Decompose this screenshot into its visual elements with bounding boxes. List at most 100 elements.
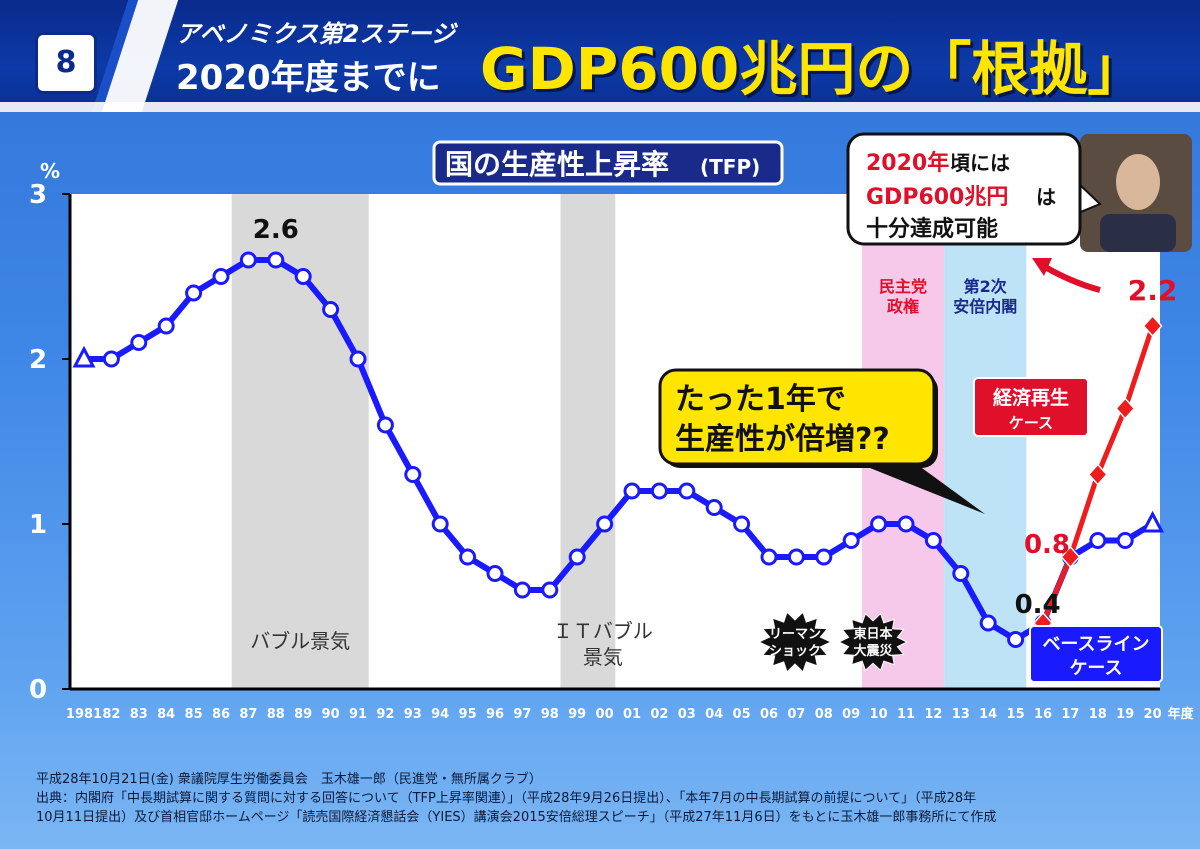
speaker-suit [1100, 214, 1176, 252]
baseline-point-12 [924, 532, 942, 549]
baseline-point-88 [267, 251, 285, 269]
revival-point-19 [1115, 397, 1136, 420]
x-tick-label-19: 19 [1116, 707, 1134, 722]
x-unit-label: 年度 [1168, 706, 1195, 722]
baseline-point-96 [486, 565, 504, 582]
chart-title: 国の生産性上昇率 [445, 148, 669, 181]
speaker-face [1116, 154, 1160, 210]
chart-container: 0 1 2 3% 1981 82 83 84 85 86 87 88 89 90 91 92 93 94 95 96 9… [0, 112, 1200, 762]
x-tick-label-15: 15 [1007, 707, 1025, 722]
baseline-point-06 [760, 548, 778, 566]
baseline-point-08 [815, 548, 833, 566]
quote-line-1-part2: 頃には [950, 151, 1010, 175]
x-tick-label-18: 18 [1089, 707, 1107, 722]
baseline-label-line-2: ケース [1069, 658, 1122, 679]
period-label-it-line1: ＩＴバブル [553, 619, 653, 643]
shaded-period-2 [560, 194, 616, 689]
footer-line-2: 出典：内閣府「中長期試算に関する質問に対する回答について（TFP上昇率関連）」（… [36, 791, 977, 806]
baseline-point-18 [1089, 532, 1107, 549]
x-tick-label-89: 89 [294, 707, 312, 722]
baseline-point-13 [952, 565, 970, 582]
baseline-point-91 [349, 350, 367, 368]
x-tick-label-10: 10 [870, 707, 888, 722]
earthquake-burst [837, 612, 909, 672]
x-tick-label-91: 91 [349, 707, 367, 722]
chart-title-suffix: (TFP) [700, 155, 760, 179]
label-low: 0.4 [1015, 590, 1061, 620]
baseline-point-87 [239, 251, 257, 269]
event-earthquake-line2: 大震災 [853, 643, 893, 659]
revival-point-17 [1060, 545, 1081, 569]
banner-underline [0, 102, 1200, 112]
revival-point-18 [1087, 463, 1108, 486]
period-label-dpj-line2: 政権 [887, 297, 919, 316]
x-tick-label-98: 98 [541, 707, 559, 722]
revival-label-line-2: ケース [1009, 414, 1053, 432]
x-tick-label-84: 84 [157, 707, 175, 722]
baseline-point-83 [130, 334, 148, 351]
x-tick-label-95: 95 [459, 707, 477, 722]
x-tick-label-93: 93 [404, 707, 422, 722]
baseline-point-84 [157, 317, 175, 335]
baseline-point-19 [1116, 532, 1134, 549]
quote-line-2-part2: は [1036, 185, 1056, 209]
baseline-point-82 [102, 350, 120, 368]
x-tick-label-1981: 1981 [66, 707, 102, 722]
x-tick-label-82: 82 [102, 707, 120, 722]
x-tick-label-83: 83 [130, 707, 148, 722]
x-tick-label-85: 85 [185, 707, 203, 722]
x-tick-label-07: 07 [787, 707, 805, 722]
y-tick-label-1: 1 [29, 510, 47, 540]
x-tick-label-04: 04 [705, 707, 723, 722]
event-lehman-line1: リーマン [769, 627, 821, 642]
label-red-end: 2.2 [1128, 274, 1178, 307]
baseline-point-20 [1141, 510, 1165, 533]
footer-line-3: 10月11日提出）及び首相官邸ホームページ「読売国際経済懇話会（YIES）講演会… [36, 810, 997, 825]
baseline-point-00 [596, 515, 614, 533]
baseline-point-99 [568, 548, 586, 566]
baseline-point-05 [733, 515, 751, 533]
x-tick-label-16: 16 [1034, 707, 1052, 722]
subtitle-line-1: アベノミクス第2ステージ [176, 20, 456, 48]
baseline-point-92 [376, 416, 394, 434]
baseline-point-03 [678, 482, 696, 500]
page-title: GDP600兆円の「根拠」 [480, 35, 1146, 103]
baseline-point-07 [787, 548, 805, 566]
question-line-2: 生産性が倍増?? [675, 422, 890, 457]
footer-source: 平成28年10月21日(金) 衆議院厚生労働委員会 玉木雄一郎（民進党・無所属ク… [36, 770, 1176, 827]
x-tick-label-90: 90 [322, 707, 340, 722]
x-tick-label-06: 06 [760, 707, 778, 722]
revival-label-box [973, 377, 1089, 437]
x-tick-label-01: 01 [623, 707, 641, 722]
lehman-burst [757, 611, 833, 673]
revival-label-line-1: 経済再生 [993, 386, 1069, 409]
event-lehman-line2: ショック [769, 644, 821, 659]
period-label-it-line2: 景気 [583, 645, 623, 669]
header-banner: 8 アベノミクス第2ステージ 2020年度までに GDP600兆円の「根拠」 [0, 0, 1200, 112]
x-tick-label-08: 08 [815, 707, 833, 722]
quote-callout-box [846, 132, 1082, 246]
baseline-point-98 [541, 581, 559, 599]
quote-line-3: 十分達成可能 [866, 216, 998, 242]
event-earthquake-line1: 東日本 [853, 626, 892, 642]
y-tick-label-3: 3 [29, 180, 47, 210]
baseline-point-09 [842, 532, 860, 549]
baseline-point-1981 [72, 345, 96, 368]
y-tick-label-0: 0 [29, 675, 47, 705]
baseline-point-90 [322, 301, 340, 318]
x-tick-label-00: 00 [596, 707, 614, 722]
x-tick-label-20: 20 [1144, 707, 1162, 722]
x-tick-label-05: 05 [733, 707, 751, 722]
arrow-to-quote-head [1032, 258, 1052, 276]
baseline-series-line [84, 257, 1155, 643]
x-tick-label-99: 99 [568, 707, 586, 722]
y-unit-label: % [40, 159, 60, 183]
x-tick-label-13: 13 [952, 707, 970, 722]
baseline-point-01 [623, 482, 641, 500]
baseline-point-93 [404, 466, 422, 483]
footer-line-1: 平成28年10月21日(金) 衆議院厚生労働委員会 玉木雄一郎（民進党・無所属ク… [36, 772, 542, 787]
baseline-point-11 [897, 515, 915, 533]
quote-line-2-part1: GDP600兆円 [866, 185, 1008, 210]
x-tick-label-87: 87 [239, 707, 257, 722]
